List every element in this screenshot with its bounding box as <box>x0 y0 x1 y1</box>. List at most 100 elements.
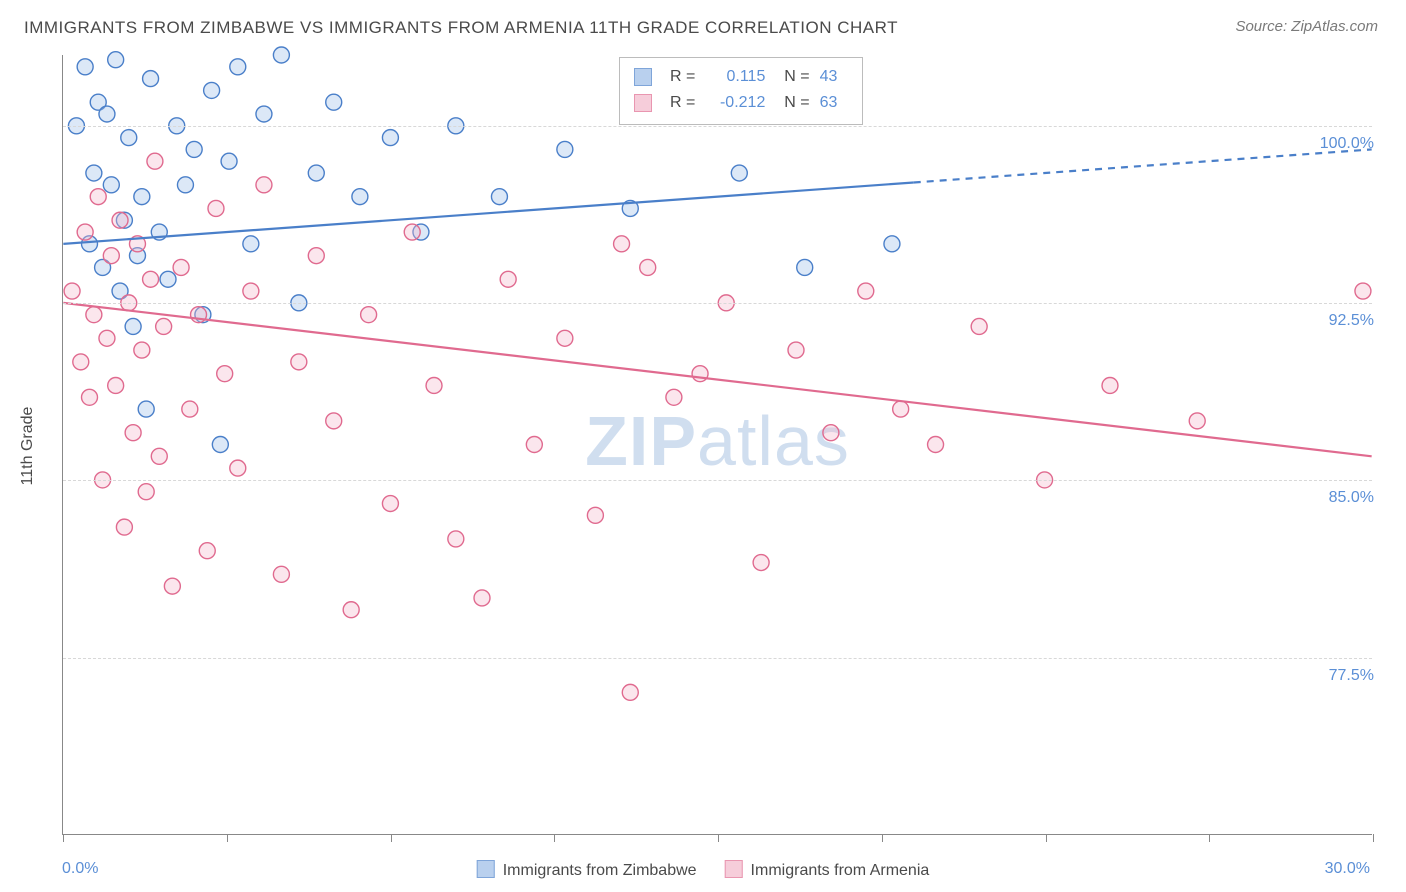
armenia-point <box>116 519 132 535</box>
armenia-point <box>858 283 874 299</box>
r-label: R = <box>670 90 695 116</box>
chart-svg <box>63 55 1372 834</box>
armenia-point <box>156 318 172 334</box>
chart-title: IMMIGRANTS FROM ZIMBABWE VS IMMIGRANTS F… <box>24 18 898 38</box>
armenia-point <box>526 437 542 453</box>
zimbabwe-point <box>230 59 246 75</box>
armenia-point <box>173 259 189 275</box>
r-value: -0.212 <box>705 90 765 116</box>
stats-legend-row-armenia: R =-0.212 N =63 <box>634 90 848 116</box>
armenia-point <box>343 602 359 618</box>
zimbabwe-point <box>256 106 272 122</box>
x-tick <box>1046 834 1047 842</box>
armenia-point <box>199 543 215 559</box>
r-value: 0.115 <box>705 64 765 90</box>
legend-label: Immigrants from Zimbabwe <box>503 862 697 879</box>
zimbabwe-point <box>177 177 193 193</box>
zimbabwe-point <box>731 165 747 181</box>
y-tick-label: 85.0% <box>1329 489 1374 507</box>
armenia-point <box>112 212 128 228</box>
stats-legend: R =0.115 N =43R =-0.212 N =63 <box>619 57 863 125</box>
armenia-point <box>243 283 259 299</box>
armenia-point <box>788 342 804 358</box>
zimbabwe-point <box>491 189 507 205</box>
x-tick <box>718 834 719 842</box>
armenia-point <box>134 342 150 358</box>
zimbabwe-point <box>308 165 324 181</box>
armenia-point <box>382 496 398 512</box>
armenia-point <box>208 200 224 216</box>
armenia-point <box>151 448 167 464</box>
armenia-point <box>326 413 342 429</box>
legend-item-armenia: Immigrants from Armenia <box>725 860 930 880</box>
zimbabwe-point <box>99 106 115 122</box>
armenia-point <box>500 271 516 287</box>
grid-line <box>63 126 1372 127</box>
y-tick-label: 100.0% <box>1320 135 1374 153</box>
armenia-point <box>361 307 377 323</box>
armenia-point <box>291 354 307 370</box>
stats-legend-row-zimbabwe: R =0.115 N =43 <box>634 64 848 90</box>
x-tick <box>882 834 883 842</box>
armenia-point <box>103 248 119 264</box>
armenia-point <box>426 377 442 393</box>
zimbabwe-point <box>382 130 398 146</box>
zimbabwe-point <box>352 189 368 205</box>
armenia-point <box>273 566 289 582</box>
grid-line <box>63 480 1372 481</box>
armenia-point <box>125 425 141 441</box>
armenia-point <box>1189 413 1205 429</box>
armenia-point <box>64 283 80 299</box>
armenia-point <box>77 224 93 240</box>
zimbabwe-point <box>160 271 176 287</box>
armenia-point <box>666 389 682 405</box>
n-value: 43 <box>820 64 848 90</box>
x-tick <box>1209 834 1210 842</box>
x-tick <box>63 834 64 842</box>
armenia-point <box>147 153 163 169</box>
armenia-point <box>753 555 769 571</box>
zimbabwe-point <box>121 130 137 146</box>
armenia-point <box>182 401 198 417</box>
armenia-point <box>404 224 420 240</box>
plot-area: ZIPatlas R =0.115 N =43R =-0.212 N =63 1… <box>62 55 1372 835</box>
zimbabwe-point <box>138 401 154 417</box>
zimbabwe-point <box>273 47 289 63</box>
armenia-point <box>308 248 324 264</box>
armenia-point <box>256 177 272 193</box>
zimbabwe-point <box>186 141 202 157</box>
armenia-point <box>640 259 656 275</box>
n-label: N = <box>775 90 809 116</box>
armenia-point <box>82 389 98 405</box>
zimbabwe-point <box>134 189 150 205</box>
armenia-point <box>474 590 490 606</box>
zimbabwe-point <box>326 94 342 110</box>
armenia-point <box>99 330 115 346</box>
legend-item-zimbabwe: Immigrants from Zimbabwe <box>477 860 697 880</box>
source-attribution: Source: ZipAtlas.com <box>1235 18 1378 35</box>
armenia-swatch-icon <box>725 860 743 878</box>
grid-line <box>63 303 1372 304</box>
zimbabwe-trend-line <box>63 182 913 243</box>
y-tick-label: 77.5% <box>1329 667 1374 685</box>
armenia-point <box>587 507 603 523</box>
zimbabwe-trend-line-dashed <box>914 149 1372 182</box>
armenia-point <box>217 366 233 382</box>
zimbabwe-point <box>125 318 141 334</box>
armenia-point <box>1102 377 1118 393</box>
armenia-point <box>1355 283 1371 299</box>
zimbabwe-point <box>143 71 159 87</box>
x-tick <box>554 834 555 842</box>
armenia-point <box>614 236 630 252</box>
armenia-point <box>164 578 180 594</box>
armenia-point <box>928 437 944 453</box>
zimbabwe-point <box>557 141 573 157</box>
x-axis-min-label: 0.0% <box>62 860 98 878</box>
zimbabwe-point <box>77 59 93 75</box>
armenia-point <box>230 460 246 476</box>
armenia-point <box>448 531 464 547</box>
armenia-point <box>108 377 124 393</box>
armenia-trend-line <box>63 303 1371 456</box>
y-tick-label: 92.5% <box>1329 312 1374 330</box>
armenia-point <box>143 271 159 287</box>
